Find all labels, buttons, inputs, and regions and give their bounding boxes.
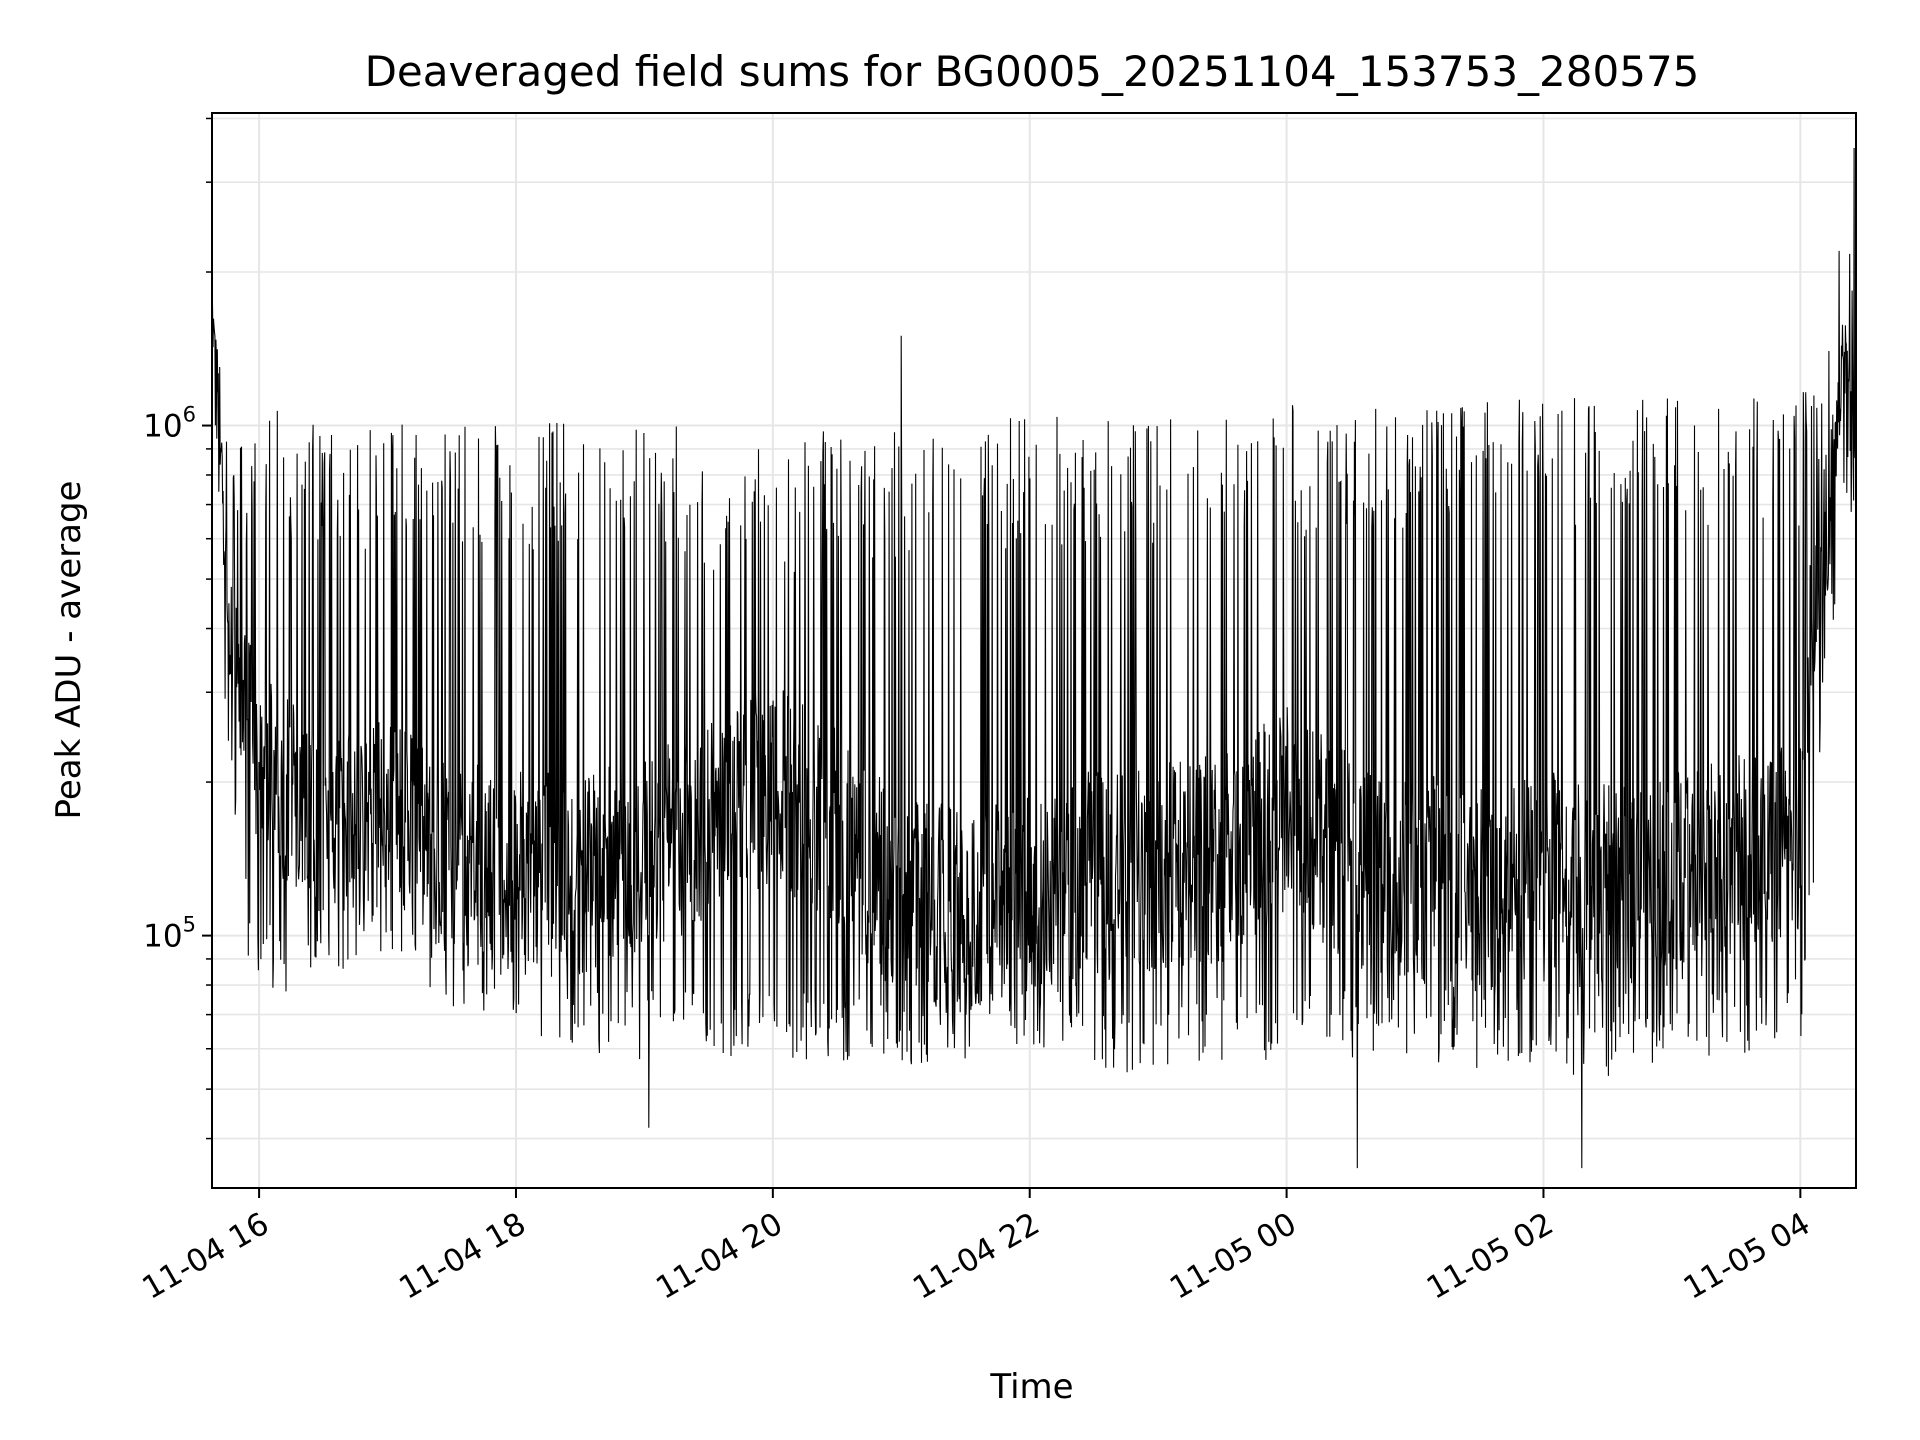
x-tick-label: 11-04 18 — [393, 1206, 532, 1307]
chart-title: Deaveraged field sums for BG0005_2025110… — [365, 47, 1700, 96]
x-axis-ticks: 11-04 16 11-04 18 11-04 20 11-04 22 11-05 00… — [136, 1188, 1816, 1307]
x-axis-label: Time — [989, 1367, 1073, 1407]
series-trace — [211, 147, 1857, 1169]
x-tick-label: 11-04 22 — [907, 1206, 1046, 1307]
y-axis-label: Peak ADU - average — [49, 481, 89, 820]
series-line — [211, 147, 1857, 1169]
x-tick-label: 11-05 04 — [1678, 1206, 1817, 1307]
plot-frame — [211, 112, 1857, 1189]
x-tick-label: 11-04 20 — [650, 1206, 789, 1307]
x-tick-label: 11-05 00 — [1164, 1206, 1303, 1307]
y-tick-label: 106 — [143, 403, 196, 445]
y-tick-label: 105 — [143, 913, 196, 955]
x-tick-label: 11-05 02 — [1421, 1206, 1560, 1307]
y-axis-ticks: 105 106 — [143, 403, 212, 955]
x-tick-label: 11-04 16 — [136, 1206, 275, 1307]
